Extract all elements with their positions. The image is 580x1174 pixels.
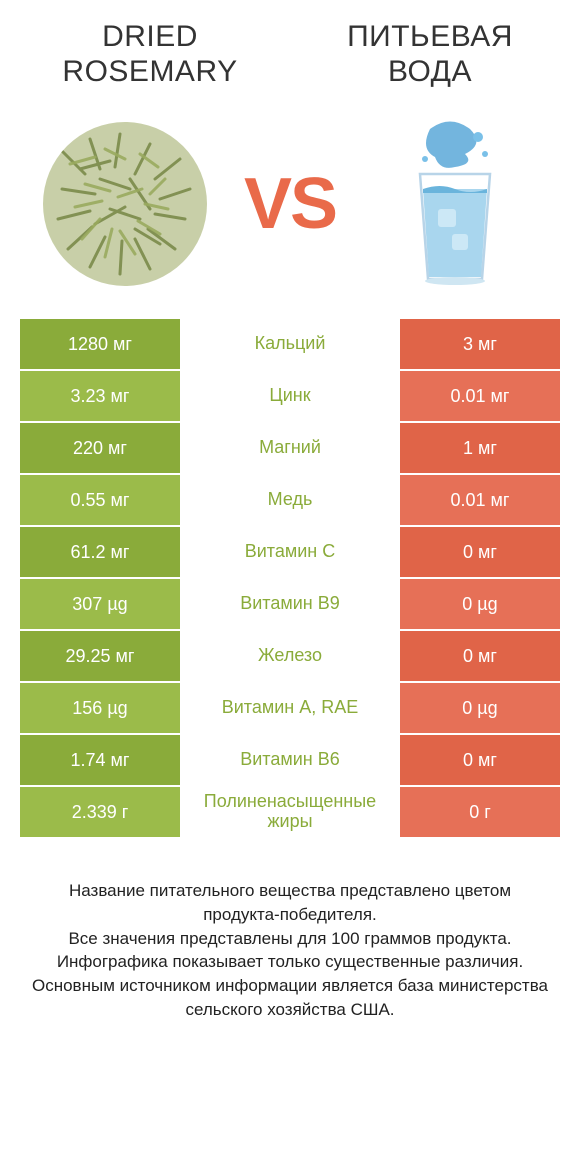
nutrient-label: Витамин C (180, 527, 400, 577)
footer-text: Название питательного вещества представл… (0, 839, 580, 1042)
value-left: 2.339 г (20, 787, 180, 837)
value-right: 3 мг (400, 319, 560, 369)
table-row: 61.2 мгВитамин C0 мг (20, 527, 560, 579)
nutrient-label: Витамин B9 (180, 579, 400, 629)
value-right: 1 мг (400, 423, 560, 473)
table-row: 220 мгМагний1 мг (20, 423, 560, 475)
table-row: 1280 мгКальций3 мг (20, 319, 560, 371)
value-left: 61.2 мг (20, 527, 180, 577)
value-left: 29.25 мг (20, 631, 180, 681)
water-image (370, 119, 540, 289)
nutrient-label: Цинк (180, 371, 400, 421)
value-left: 156 µg (20, 683, 180, 733)
value-left: 0.55 мг (20, 475, 180, 525)
table-row: 3.23 мгЦинк0.01 мг (20, 371, 560, 423)
table-row: 0.55 мгМедь0.01 мг (20, 475, 560, 527)
comparison-table: 1280 мгКальций3 мг3.23 мгЦинк0.01 мг220 … (0, 319, 580, 839)
table-row: 2.339 гПолиненасыщенные жиры0 г (20, 787, 560, 839)
value-left: 1280 мг (20, 319, 180, 369)
value-right: 0 г (400, 787, 560, 837)
table-row: 1.74 мгВитамин B60 мг (20, 735, 560, 787)
nutrient-label: Железо (180, 631, 400, 681)
value-right: 0 мг (400, 527, 560, 577)
nutrient-label: Витамин A, RAE (180, 683, 400, 733)
value-left: 3.23 мг (20, 371, 180, 421)
nutrient-label: Полиненасыщенные жиры (180, 787, 400, 837)
value-right: 0 µg (400, 683, 560, 733)
table-row: 307 µgВитамин B90 µg (20, 579, 560, 631)
value-right: 0 мг (400, 735, 560, 785)
title-left: DRIED ROSEMARY (30, 20, 270, 89)
table-row: 156 µgВитамин A, RAE0 µg (20, 683, 560, 735)
value-left: 220 мг (20, 423, 180, 473)
header-row: DRIED ROSEMARY ПИТЬЕВАЯ ВОДА (0, 0, 580, 99)
value-right: 0.01 мг (400, 371, 560, 421)
rosemary-image (40, 119, 210, 289)
nutrient-label: Магний (180, 423, 400, 473)
title-right: ПИТЬЕВАЯ ВОДА (310, 20, 550, 89)
images-row: VS (0, 99, 580, 319)
table-row: 29.25 мгЖелезо0 мг (20, 631, 560, 683)
value-left: 1.74 мг (20, 735, 180, 785)
vs-label: VS (244, 163, 336, 245)
value-right: 0 µg (400, 579, 560, 629)
nutrient-label: Кальций (180, 319, 400, 369)
nutrient-label: Витамин B6 (180, 735, 400, 785)
nutrient-label: Медь (180, 475, 400, 525)
value-left: 307 µg (20, 579, 180, 629)
value-right: 0.01 мг (400, 475, 560, 525)
value-right: 0 мг (400, 631, 560, 681)
